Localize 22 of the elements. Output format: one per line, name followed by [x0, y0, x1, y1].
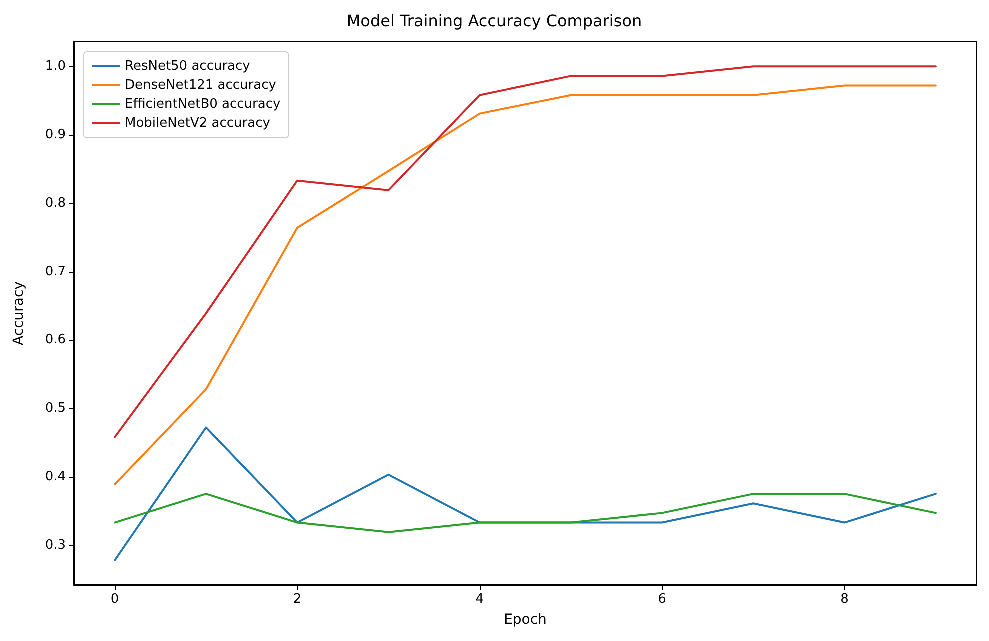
line-series [114, 426, 937, 562]
y-tick-label: 0.7 [45, 264, 66, 280]
y-tick-label: 1.0 [45, 59, 66, 74]
y-tick-label: 0.3 [45, 538, 66, 553]
legend-label: MobileNetV2 accuracy [125, 116, 271, 131]
x-tick-label: 6 [658, 592, 666, 607]
legend-label: ResNet50 accuracy [125, 59, 251, 74]
x-tick-label: 4 [476, 592, 484, 607]
y-tick-label: 0.6 [45, 332, 66, 348]
line-series [114, 493, 937, 534]
x-tick-label: 8 [840, 592, 849, 607]
y-tick-label: 0.5 [45, 401, 66, 416]
y-tick-label: 0.4 [45, 469, 66, 484]
chart-title: Model Training Accuracy Comparison [346, 12, 642, 30]
x-axis-title: Epoch [504, 612, 547, 628]
y-tick-label: 0.8 [45, 196, 66, 211]
y-axis-title: Accuracy [11, 282, 27, 346]
legend-label: EfficientNetB0 accuracy [125, 97, 281, 112]
x-tick-label: 2 [293, 592, 302, 607]
y-tick-label: 0.9 [45, 128, 66, 143]
x-tick-label: 0 [110, 592, 120, 607]
legend-label: DenseNet121 accuracy [125, 78, 277, 93]
